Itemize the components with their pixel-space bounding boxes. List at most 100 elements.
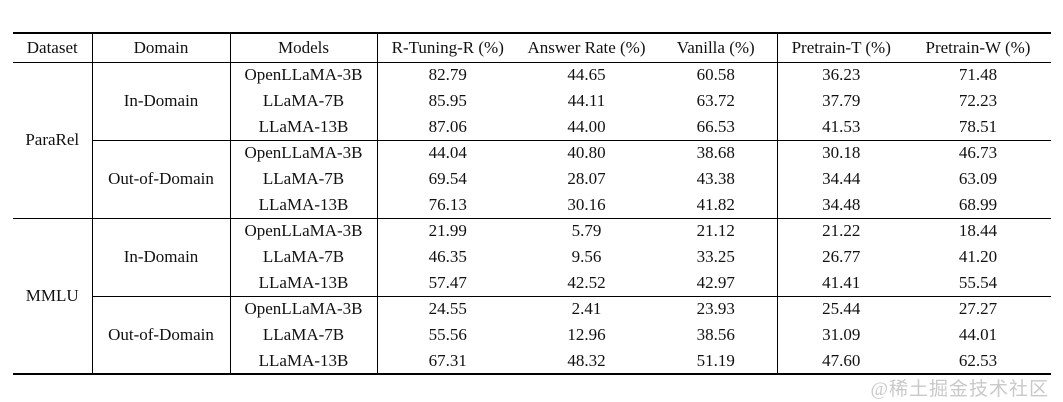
value-cell-pretrain-w: 71.48 — [958, 65, 998, 85]
value-cell-answer-rate: 12.96 — [567, 325, 606, 345]
value-cell-pretrain-t: 41.41 — [777, 270, 905, 297]
model-cell: LLaMA-7B — [230, 322, 378, 348]
value-cell-pretrain-t: 47.60 — [822, 350, 861, 370]
value-cell-pretrain-w: 55.54 — [905, 270, 1051, 297]
value-cell-pretrain-t: 31.09 — [822, 325, 861, 345]
value-cell-pretrain-w: 68.99 — [905, 192, 1051, 219]
value-cell-r-tuning-r: 21.99 — [428, 221, 467, 241]
value-cell-pretrain-t: 41.53 — [777, 114, 905, 141]
table-body: ParaRel In-Domain OpenLLaMA-3B 82.79 44.65 60… — [13, 62, 1051, 374]
value-cell-vanilla: 33.25 — [655, 244, 778, 270]
value-cell-pretrain-w: 72.23 — [958, 91, 998, 111]
value-cell-r-tuning-r: 57.47 — [377, 270, 518, 297]
table-row: Out-of-Domain OpenLLaMA-3B 44.04 40.80 38.68… — [13, 140, 1051, 219]
value-cell-answer-rate: 9.56 — [571, 247, 602, 267]
model-cell: LLaMA-7B — [230, 166, 378, 192]
model-cell: LLaMA-7B — [230, 244, 378, 270]
value-cell-r-tuning-r: 69.54 — [428, 169, 467, 189]
value-cell-vanilla: 42.97 — [655, 270, 778, 297]
value-cell-pretrain-w: 78.51 — [905, 114, 1051, 141]
value-cell-answer-rate: 42.52 — [518, 270, 655, 297]
model-cell: LLaMA-13B — [230, 270, 378, 297]
value-cell-vanilla: 41.82 — [655, 192, 778, 219]
value-cell-pretrain-w: 63.09 — [958, 169, 998, 189]
value-cell-answer-rate: 44.65 — [567, 65, 606, 85]
value-cell-pretrain-t: 34.48 — [777, 192, 905, 219]
value-cell-vanilla: 38.68 — [655, 140, 778, 166]
value-cell-answer-rate: 44.00 — [518, 114, 655, 141]
value-cell-pretrain-w: 41.20 — [958, 247, 998, 267]
domain-cell-in-domain: In-Domain — [92, 218, 231, 297]
value-cell-vanilla: 38.56 — [655, 322, 778, 348]
value-cell-pretrain-t: 21.22 — [822, 221, 861, 241]
header-row: Dataset Domain Models R-Tuning-R (%) Answer … — [13, 33, 1051, 63]
domain-cell-in-domain: In-Domain — [92, 62, 231, 141]
value-cell-answer-rate: 5.79 — [571, 221, 602, 241]
table-row: LLaMA-13B 67.31 48.32 51.19 47.60 62.53 — [13, 348, 1051, 374]
value-cell-vanilla: 60.58 — [655, 62, 778, 88]
col-header-vanilla: Vanilla (%) — [655, 33, 778, 63]
value-cell-vanilla: 51.19 — [655, 348, 778, 374]
model-cell: OpenLLaMA-3B — [230, 62, 378, 88]
value-cell-answer-rate: 48.32 — [567, 350, 606, 370]
table-row: MMLU In-Domain OpenLLaMA-3B 21.99 5.79 21.12 2… — [13, 218, 1051, 374]
value-cell-pretrain-t: 25.44 — [822, 299, 861, 319]
domain-cell-out-of-domain: Out-of-Domain — [92, 296, 231, 374]
col-header-pretrain-w: Pretrain-W (%) — [905, 33, 1051, 63]
table-row: ParaRel In-Domain OpenLLaMA-3B 82.79 44.65 60… — [13, 62, 1051, 219]
table-row: Out-of-Domain OpenLLaMA-3B 24.55 2.41 23.93 2… — [13, 296, 1051, 374]
model-cell: OpenLLaMA-3B — [230, 296, 378, 322]
results-table: Dataset Domain Models R-Tuning-R (%) Answer … — [13, 32, 1051, 375]
col-header-answer-rate: Answer Rate (%) — [518, 33, 655, 63]
value-cell-pretrain-w: 18.44 — [958, 221, 998, 241]
value-cell-pretrain-t: 37.79 — [822, 91, 861, 111]
value-cell-vanilla: 23.93 — [655, 296, 778, 322]
table-row: LLaMA-7B 55.56 12.96 38.56 31.09 44.01 — [13, 322, 1051, 348]
value-cell-r-tuning-r: 46.35 — [428, 247, 467, 267]
col-header-dataset: Dataset — [13, 33, 93, 63]
value-cell-vanilla: 21.12 — [655, 218, 778, 244]
value-cell-r-tuning-r: 67.31 — [428, 350, 467, 370]
value-cell-pretrain-w: 46.73 — [958, 143, 998, 163]
value-cell-r-tuning-r: 24.55 — [428, 299, 467, 319]
value-cell-r-tuning-r: 82.79 — [428, 65, 467, 85]
model-cell: LLaMA-7B — [230, 88, 378, 114]
table-row: LLaMA-13B 87.06 44.00 66.53 41.53 78.51 — [13, 114, 1051, 141]
value-cell-vanilla: 63.72 — [655, 88, 778, 114]
col-header-domain: Domain — [92, 33, 231, 63]
value-cell-r-tuning-r: 76.13 — [377, 192, 518, 219]
table-row: LLaMA-13B 57.47 42.52 42.97 41.41 55.54 — [13, 270, 1051, 297]
model-cell: OpenLLaMA-3B — [230, 140, 378, 166]
value-cell-answer-rate: 40.80 — [567, 143, 606, 163]
table-row: LLaMA-7B 46.35 9.56 33.25 26.77 41.20 — [13, 244, 1051, 270]
value-cell-answer-rate: 28.07 — [567, 169, 606, 189]
value-cell-pretrain-t: 30.18 — [822, 143, 861, 163]
value-cell-pretrain-w: 62.53 — [958, 350, 998, 370]
value-cell-answer-rate: 44.11 — [567, 91, 606, 111]
col-header-r-tuning-r: R-Tuning-R (%) — [377, 33, 518, 63]
value-cell-pretrain-w: 44.01 — [958, 325, 998, 345]
watermark: @稀土掘金技术社区 — [870, 379, 1049, 400]
value-cell-answer-rate: 30.16 — [518, 192, 655, 219]
table-header: Dataset Domain Models R-Tuning-R (%) Answer … — [13, 33, 1051, 63]
domain-cell-out-of-domain: Out-of-Domain — [92, 140, 231, 219]
value-cell-vanilla: 66.53 — [655, 114, 778, 141]
value-cell-r-tuning-r: 44.04 — [428, 143, 467, 163]
dataset-cell-mmlu: MMLU — [13, 218, 93, 374]
table-row: LLaMA-13B 76.13 30.16 41.82 34.48 68.99 — [13, 192, 1051, 219]
model-cell: OpenLLaMA-3B — [230, 218, 378, 244]
col-header-pretrain-t: Pretrain-T (%) — [777, 33, 905, 63]
value-cell-pretrain-w: 27.27 — [958, 299, 998, 319]
col-header-models: Models — [230, 33, 378, 63]
value-cell-r-tuning-r: 87.06 — [377, 114, 518, 141]
model-cell: LLaMA-13B — [230, 114, 378, 141]
dataset-cell-pararel: ParaRel — [13, 62, 93, 219]
table-row: LLaMA-7B 69.54 28.07 43.38 34.44 63.09 — [13, 166, 1051, 192]
value-cell-vanilla: 43.38 — [655, 166, 778, 192]
value-cell-pretrain-t: 26.77 — [822, 247, 861, 267]
value-cell-pretrain-t: 34.44 — [822, 169, 861, 189]
model-cell: LLaMA-13B — [230, 192, 378, 219]
table-row: LLaMA-7B 85.95 44.11 63.72 37.79 72.23 — [13, 88, 1051, 114]
value-cell-pretrain-t: 36.23 — [822, 65, 861, 85]
